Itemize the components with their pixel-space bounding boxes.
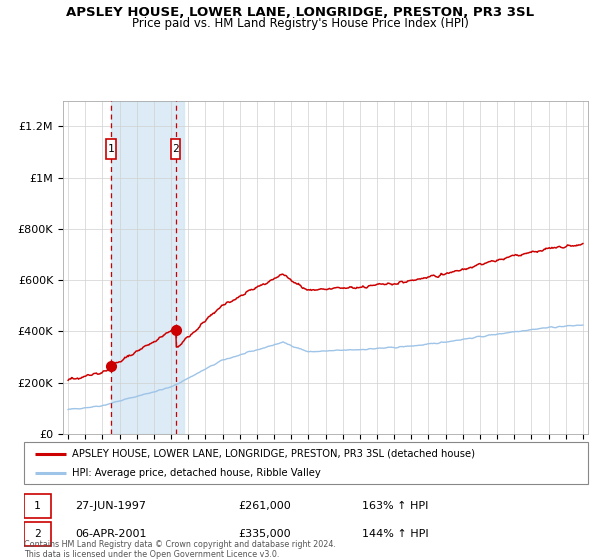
FancyBboxPatch shape: [106, 139, 116, 160]
FancyBboxPatch shape: [24, 442, 588, 484]
Text: HPI: Average price, detached house, Ribble Valley: HPI: Average price, detached house, Ribb…: [72, 468, 320, 478]
Text: 163% ↑ HPI: 163% ↑ HPI: [362, 501, 429, 511]
Text: 1: 1: [34, 501, 41, 511]
Text: APSLEY HOUSE, LOWER LANE, LONGRIDGE, PRESTON, PR3 3SL: APSLEY HOUSE, LOWER LANE, LONGRIDGE, PRE…: [66, 6, 534, 18]
Text: Price paid vs. HM Land Registry's House Price Index (HPI): Price paid vs. HM Land Registry's House …: [131, 17, 469, 30]
FancyBboxPatch shape: [24, 494, 51, 519]
FancyBboxPatch shape: [24, 522, 51, 547]
Text: 06-APR-2001: 06-APR-2001: [75, 529, 146, 539]
Text: APSLEY HOUSE, LOWER LANE, LONGRIDGE, PRESTON, PR3 3SL (detached house): APSLEY HOUSE, LOWER LANE, LONGRIDGE, PRE…: [72, 449, 475, 459]
Text: £261,000: £261,000: [238, 501, 291, 511]
Text: 144% ↑ HPI: 144% ↑ HPI: [362, 529, 429, 539]
Text: 2: 2: [34, 529, 41, 539]
Text: 27-JUN-1997: 27-JUN-1997: [75, 501, 146, 511]
Text: 1: 1: [107, 144, 114, 154]
Text: £335,000: £335,000: [238, 529, 291, 539]
Bar: [111, 101, 184, 434]
Text: Contains HM Land Registry data © Crown copyright and database right 2024.
This d: Contains HM Land Registry data © Crown c…: [24, 540, 336, 559]
FancyBboxPatch shape: [171, 139, 181, 160]
Text: 2: 2: [172, 144, 179, 154]
